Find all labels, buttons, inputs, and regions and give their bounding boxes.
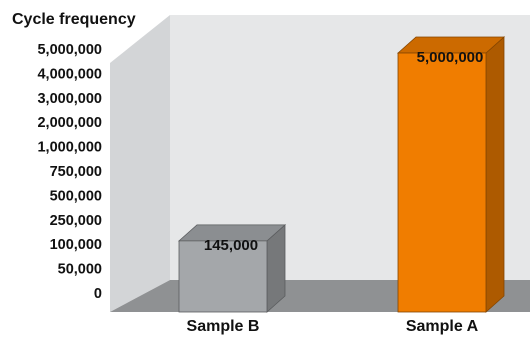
- x-category-label: Sample B: [187, 318, 260, 335]
- y-tick-label: 750,000: [50, 164, 102, 180]
- y-axis-label: Cycle frequency: [12, 11, 136, 28]
- data-label: 145,000: [204, 237, 258, 254]
- y-tick-label: 100,000: [50, 237, 102, 253]
- y-tick-label: 500,000: [50, 188, 102, 204]
- y-tick-label: 1,000,000: [37, 140, 102, 156]
- x-axis-categories: Sample B Sample A: [187, 318, 479, 335]
- x-category-label: Sample A: [406, 318, 479, 335]
- y-tick-label: 4,000,000: [37, 66, 102, 82]
- chart-side-wall: [110, 15, 170, 312]
- bar-front-face: [178, 240, 268, 313]
- y-tick-label: 250,000: [50, 213, 102, 229]
- bars-group: 145,000 5,000,000: [177, 36, 506, 313]
- y-tick-label: 2,000,000: [37, 115, 102, 131]
- bar: [396, 36, 506, 313]
- y-tick-label: 0: [94, 286, 102, 302]
- data-label: 5,000,000: [417, 49, 484, 66]
- bar-front-face: [397, 52, 487, 313]
- y-tick-label: 5,000,000: [37, 42, 102, 58]
- bar-side-face: [485, 36, 505, 313]
- bar: [177, 223, 287, 313]
- y-axis-ticks: 5,000,000 4,000,000 3,000,000 2,000,000 1,00…: [37, 42, 102, 302]
- y-tick-label: 50,000: [58, 262, 102, 278]
- y-tick-label: 3,000,000: [37, 91, 102, 107]
